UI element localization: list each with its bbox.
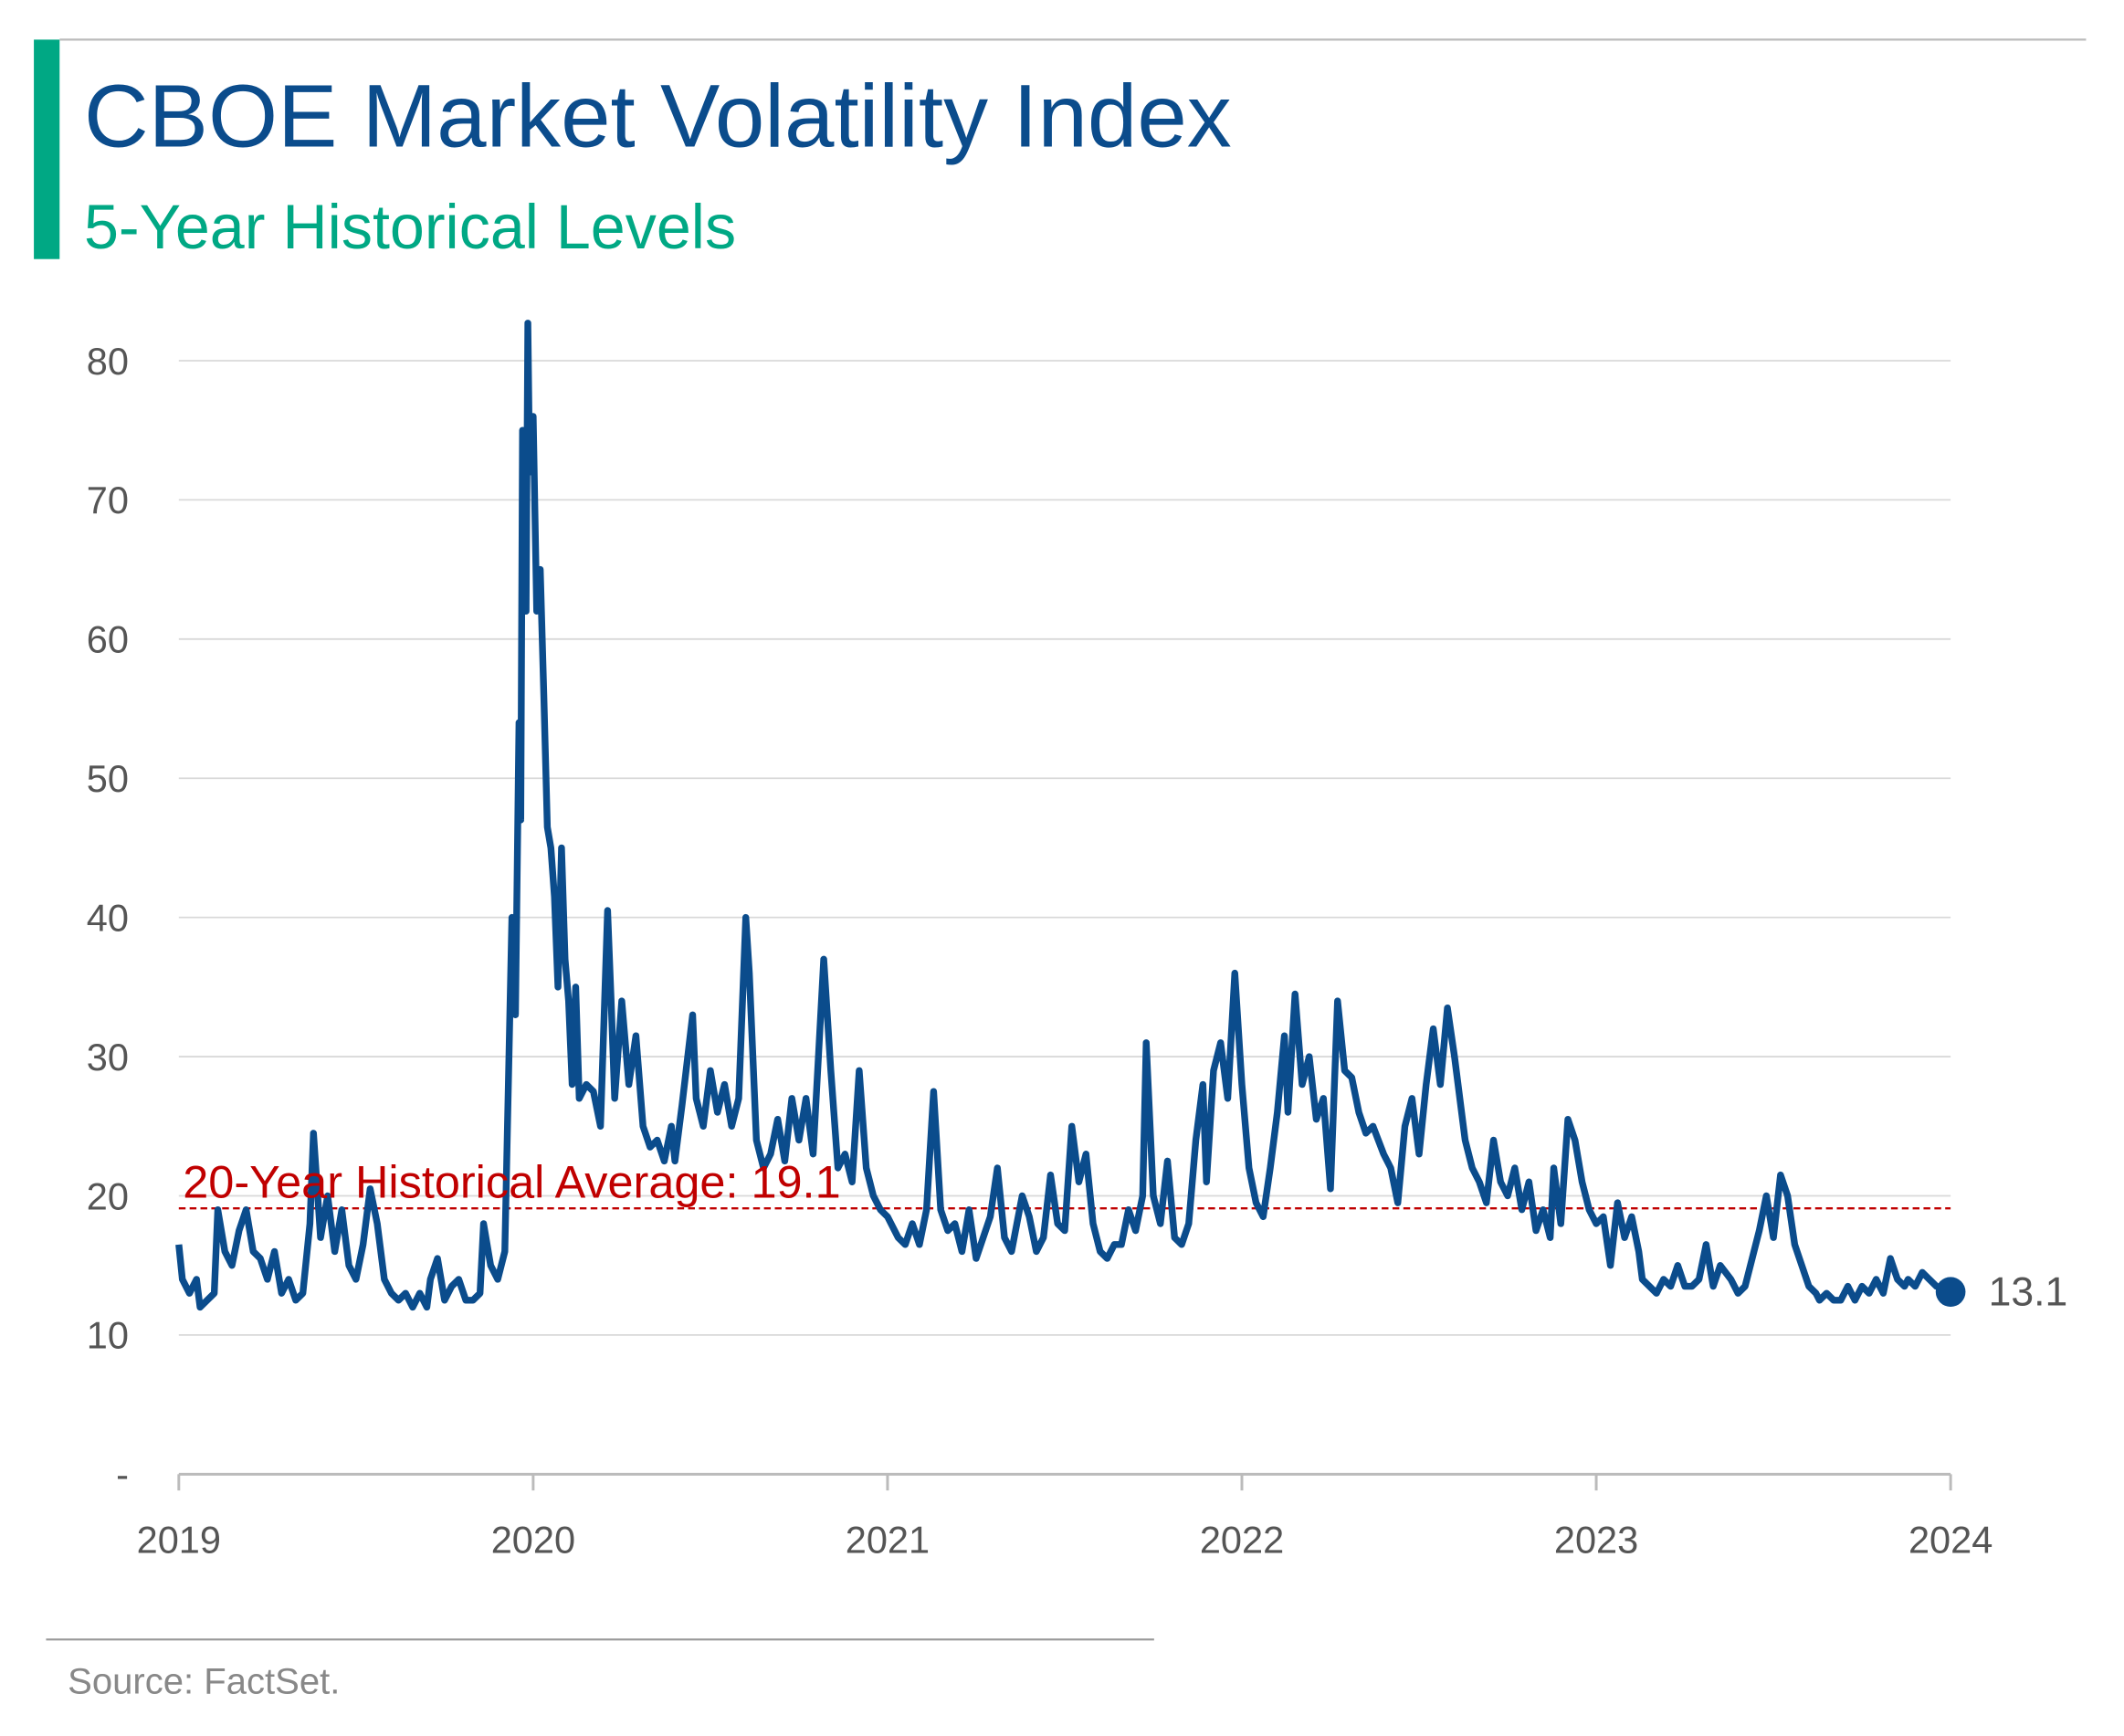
series-line	[175, 320, 1952, 1311]
y-tick-label: 70	[87, 479, 129, 521]
y-tick-label: 30	[87, 1036, 129, 1078]
y-tick-label: 10	[87, 1314, 129, 1357]
chart-title: CBOE Market Volatility Index	[84, 66, 1232, 166]
average-label: 20-Year Historical Average: 19.1	[183, 1155, 840, 1207]
end-point	[1935, 1277, 1966, 1307]
y-tick-label: -	[116, 1453, 129, 1496]
y-tick-label: 40	[87, 896, 129, 939]
y-tick-label: 80	[87, 340, 129, 383]
y-tick-label: 20	[87, 1174, 129, 1217]
x-tick-label: 2021	[846, 1518, 930, 1561]
y-tick-label: 50	[87, 757, 129, 800]
x-tick-label: 2019	[137, 1518, 221, 1561]
x-tick-label: 2023	[1554, 1518, 1638, 1561]
accent-bar	[34, 39, 60, 259]
x-tick-label: 2020	[491, 1518, 575, 1561]
chart-subtitle: 5-Year Historical Levels	[84, 193, 736, 262]
x-tick-label: 2024	[1908, 1518, 1993, 1561]
y-tick-label: 60	[87, 618, 129, 661]
source-note: Source: FactSet.	[68, 1662, 340, 1702]
x-tick-label: 2022	[1200, 1518, 1284, 1561]
end-value-label: 13.1	[1989, 1269, 2068, 1314]
